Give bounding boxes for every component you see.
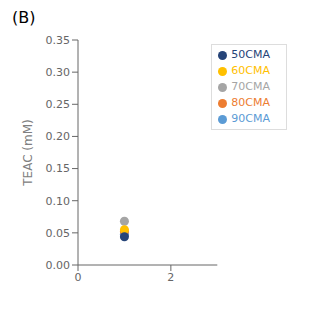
html-text:70CMA: 70CMA <box>231 80 270 93</box>
svg-text:0.10: 0.10 <box>46 195 71 208</box>
svg-text:0.35: 0.35 <box>46 34 71 47</box>
svg-text:0: 0 <box>75 271 82 284</box>
svg-text:0.30: 0.30 <box>46 66 71 79</box>
svg-text:0.25: 0.25 <box>46 98 71 111</box>
svg-text:0.15: 0.15 <box>46 162 71 175</box>
svg-text:0.00: 0.00 <box>46 259 71 272</box>
html-text:50CMA: 50CMA <box>231 48 270 61</box>
svg-text:0.05: 0.05 <box>46 227 71 240</box>
svg-text:2: 2 <box>167 271 174 284</box>
html-text:80CMA: 80CMA <box>231 96 270 109</box>
html-text:90CMA: 90CMA <box>231 112 270 125</box>
svg-text:0.20: 0.20 <box>46 130 71 143</box>
html-text:(B): (B) <box>12 8 36 27</box>
svg-text:TEAC (mM): TEAC (mM) <box>21 119 35 187</box>
html-text:60CMA: 60CMA <box>231 64 270 77</box>
